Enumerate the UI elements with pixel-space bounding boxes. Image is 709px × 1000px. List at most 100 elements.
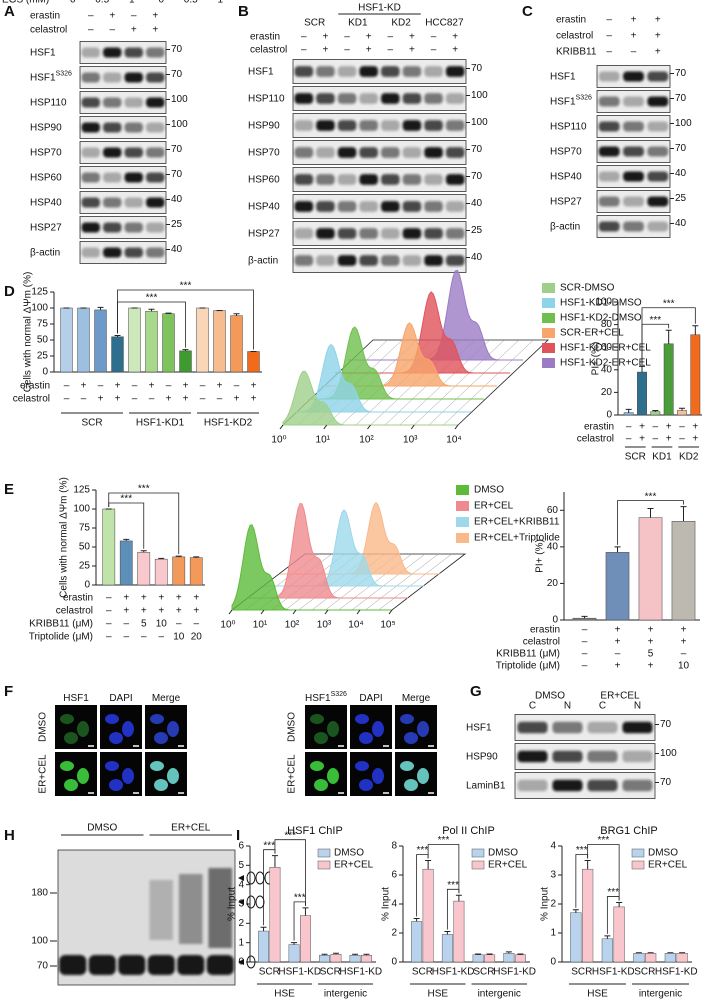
blot-band [337,228,357,239]
micrograph [55,705,97,749]
chart-title: HSF1 ChIP [287,825,343,837]
blot-band [146,97,165,108]
error-bar [444,931,451,935]
treatment-sign: + [452,45,458,56]
nucleus [150,761,164,771]
group-label: HSE [274,989,295,1000]
protein-label: HSF1 [248,66,274,77]
significance-label: *** [438,835,450,846]
treatment-label: EGS (mM) [2,0,49,6]
y-tick-label: 2 [391,928,397,939]
mw-label: 70 [660,719,672,730]
x-tick-label: HSF1-KD [432,967,475,978]
y-tick-label: 125 [73,485,90,496]
treatment-sign: – [582,649,588,660]
panel-label: G [470,683,482,700]
nucleus [400,714,414,724]
blot-band [316,147,335,158]
treatment-label: Triptolide (μM) [29,632,93,643]
bar [213,310,226,373]
blot-band [598,196,620,207]
protein-label: HSP27 [248,228,280,239]
treatment-sign: + [681,637,687,648]
treatment-sign: – [200,394,206,405]
treatment-sign: + [131,25,137,36]
nucleus [417,768,429,784]
blot-band [81,172,100,183]
protein-label: HSP40 [550,171,582,182]
y-tick-label: 20 [601,387,613,398]
group-label: KD1 [652,452,672,463]
protein-label-main: β-actin [30,247,60,258]
blot-band [402,174,422,185]
flow-tick [454,424,459,430]
condition-label: ER+CEL [287,754,298,794]
blot-band [294,93,314,104]
legend-label: ER+CEL+KRIBB11 [474,517,560,528]
panel-label: E [4,481,14,498]
protein-label: HSP60 [248,174,280,185]
significance-bracket [446,888,460,930]
y-tick-label: 5 [238,860,244,871]
error-bar [352,953,359,956]
legend-label: ER+CEL+Triptolide [474,533,560,544]
blot-band [146,122,165,133]
blot-super-header: HSF1-KD [358,3,401,14]
blot-band [294,174,314,185]
protein-label: HSP110 [248,93,285,104]
treatment-sign: – [131,11,137,22]
flow-tick-label: 10¹ [253,620,268,631]
condition-label: ER+CEL [38,754,49,794]
error-bar [413,918,420,922]
legend-label: SCR-DMSO [560,283,615,294]
nucleus [310,714,324,724]
treatment-label: KRIBB11 [556,47,597,58]
blot-band [103,197,122,208]
y-tick-label: 75 [37,319,49,330]
protein-label-main: HSF1 [30,72,56,83]
blot-band [623,221,644,232]
flow-tick-label: 10² [359,435,374,446]
treatment-sign: – [681,649,687,660]
bar [119,540,133,586]
y-tick-label: 8 [391,841,397,852]
significance-label: *** [645,491,657,502]
error-bar [584,860,591,870]
blot-band [177,955,205,975]
blot-band [337,93,357,104]
treatment-label: celastrol [556,31,593,42]
bar [247,351,260,373]
mw-label: 40 [471,252,483,263]
treatment-sign: + [234,394,240,405]
bar [196,307,209,373]
significance-label: *** [598,835,610,846]
error-bar [581,615,588,619]
bar [102,508,116,586]
protein-label-main: HSP27 [550,196,582,207]
treatment-sign: + [366,32,372,43]
treatment-sign: + [323,32,329,43]
protein-label: HSP70 [30,147,62,158]
significance-bracket [617,500,684,545]
blot-band [103,97,122,108]
x-tick-label: HSF1-KD [592,967,635,978]
treatment-sign: – [176,619,182,630]
nucleus [372,721,384,737]
x-tick-label: SCR [412,967,433,978]
nucleus [310,761,324,771]
nucleus [109,779,123,791]
bar [664,953,676,963]
bar [623,412,634,416]
error-bar [635,952,642,954]
treatment-sign: + [152,11,158,22]
legend-swatch [631,848,645,858]
channel-label-main: DAPI [109,693,132,704]
protein-label: HSP60 [30,172,62,183]
treatment-sign: + [109,11,115,22]
bar [613,906,625,963]
bar [319,954,330,963]
micrograph [100,752,142,796]
treatment-sign: – [106,632,112,643]
bar [258,930,269,963]
blot-band [424,255,443,266]
